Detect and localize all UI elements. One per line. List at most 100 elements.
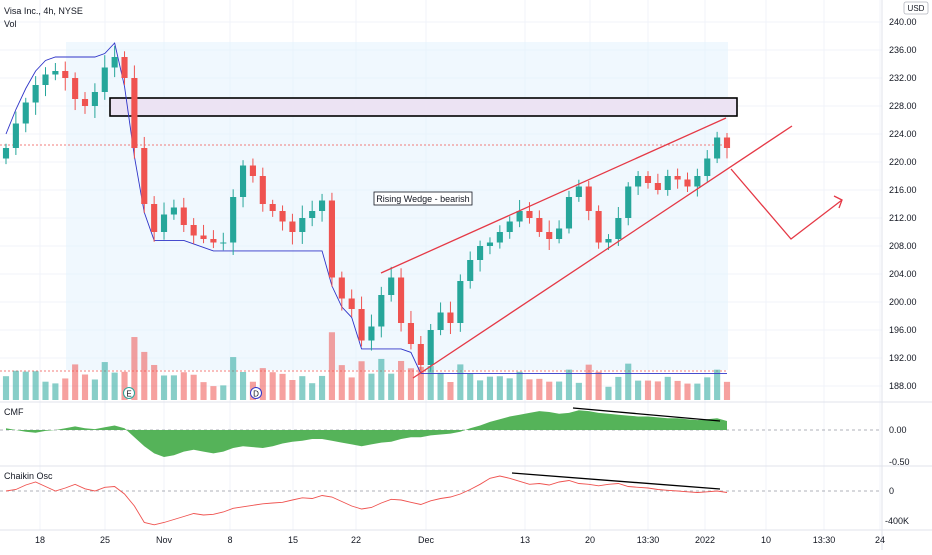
candle-body[interactable] — [269, 204, 276, 211]
candle-body[interactable] — [407, 323, 415, 344]
candle-body[interactable] — [328, 200, 335, 278]
candle-body[interactable] — [506, 221, 513, 233]
cmf-label[interactable]: CMF — [4, 407, 24, 417]
candle-body[interactable] — [546, 232, 553, 239]
price-tick: 212.00 — [889, 213, 917, 223]
price-tick: 204.00 — [889, 269, 917, 279]
candle-body[interactable] — [585, 186, 592, 212]
candle-body[interactable] — [32, 85, 39, 103]
candle-body[interactable] — [477, 246, 484, 260]
earnings-marker[interactable]: E — [123, 387, 135, 399]
candle-body[interactable] — [121, 57, 128, 78]
candle-body[interactable] — [348, 298, 355, 310]
candle-body[interactable] — [427, 330, 434, 365]
candle-body[interactable] — [62, 71, 69, 78]
candle-body[interactable] — [279, 211, 286, 222]
candle-body[interactable] — [101, 67, 108, 93]
wedge-upper-line[interactable] — [380, 117, 727, 274]
candle-body[interactable] — [417, 344, 424, 365]
candle-body[interactable] — [72, 78, 79, 99]
candles[interactable] — [2, 45, 731, 372]
candle-body[interactable] — [664, 176, 671, 190]
projection-path[interactable] — [730, 168, 843, 240]
candle-body[interactable] — [536, 218, 543, 232]
candle-body[interactable] — [625, 186, 632, 219]
candle-body[interactable] — [704, 158, 711, 177]
cmf-divergence-line[interactable] — [572, 407, 721, 422]
candle-body[interactable] — [131, 78, 138, 148]
candle-body[interactable] — [220, 242, 227, 244]
candle-body[interactable] — [496, 232, 503, 243]
candle-body[interactable] — [111, 57, 118, 68]
candle-body[interactable] — [91, 92, 98, 106]
candle-body[interactable] — [615, 218, 622, 239]
candle-body[interactable] — [170, 207, 177, 215]
candle-body[interactable] — [635, 176, 642, 187]
candle-body[interactable] — [160, 214, 168, 233]
candle-body[interactable] — [723, 137, 731, 149]
resistance-zone[interactable] — [109, 97, 738, 117]
candle-body[interactable] — [180, 207, 187, 226]
candle-body[interactable] — [338, 277, 345, 299]
candle-body[interactable] — [457, 281, 464, 323]
pattern-annotation[interactable]: Rising Wedge - bearish — [373, 191, 473, 206]
candle-body[interactable] — [674, 176, 681, 180]
volume-bar — [32, 371, 39, 400]
candle-body[interactable] — [714, 137, 721, 159]
candle-body[interactable] — [378, 295, 385, 327]
time-axis[interactable]: 18 25 Nov 8 15 22 Dec 13 20 13:30 2022 10 13:30 24 — [35, 535, 885, 545]
candle-body[interactable] — [309, 211, 316, 218]
candle-body[interactable] — [259, 176, 266, 204]
chaikin-divergence-line[interactable] — [511, 472, 721, 490]
dividend-marker[interactable]: D — [250, 387, 262, 399]
volume-label[interactable]: Vol — [4, 19, 17, 29]
wedge-lower-line[interactable] — [412, 125, 793, 379]
candle-body[interactable] — [595, 211, 602, 243]
candle-body[interactable] — [12, 123, 19, 149]
dividend-marker-label: D — [253, 390, 259, 399]
candle-body[interactable] — [605, 239, 612, 243]
symbol-title[interactable]: Visa Inc., 4h, NYSE — [4, 6, 83, 16]
candle-body[interactable] — [684, 179, 691, 187]
price-axis[interactable]: 240.00 236.00 232.00 228.00 224.00 220.00 216.… — [889, 17, 917, 391]
candle-body[interactable] — [447, 312, 454, 324]
price-tick: 240.00 — [889, 17, 917, 27]
candle-body[interactable] — [526, 211, 533, 218]
candle-body[interactable] — [190, 225, 197, 236]
candle-body[interactable] — [151, 204, 158, 232]
price-tick: 224.00 — [889, 129, 917, 139]
candle-body[interactable] — [141, 148, 148, 204]
candle-body[interactable] — [565, 197, 573, 229]
candle-body[interactable] — [239, 165, 247, 198]
candle-body[interactable] — [437, 312, 444, 331]
candle-body[interactable] — [42, 74, 49, 86]
candle-body[interactable] — [52, 71, 59, 75]
candle-body[interactable] — [81, 99, 89, 106]
candle-body[interactable] — [398, 277, 405, 324]
candle-body[interactable] — [388, 277, 395, 296]
candle-body[interactable] — [2, 148, 10, 159]
candle-body[interactable] — [299, 218, 306, 232]
candle-body[interactable] — [22, 102, 29, 124]
volume-bar — [151, 364, 158, 400]
candle-body[interactable] — [289, 221, 296, 233]
candle-body[interactable] — [516, 211, 523, 222]
candle-body[interactable] — [654, 183, 661, 190]
candle-body[interactable] — [644, 176, 652, 183]
candle-body[interactable] — [358, 309, 365, 341]
candle-body[interactable] — [230, 197, 237, 243]
candle-body[interactable] — [249, 165, 256, 177]
trend-lines[interactable] — [380, 117, 843, 379]
candle-body[interactable] — [556, 228, 563, 240]
candle-body[interactable] — [318, 200, 326, 212]
candle-body[interactable] — [368, 326, 375, 341]
candle-body[interactable] — [210, 239, 217, 243]
candle-body[interactable] — [200, 235, 207, 240]
chaikin-label[interactable]: Chaikin Osc — [4, 471, 53, 481]
currency-badge[interactable]: USD — [903, 1, 929, 15]
candle-body[interactable] — [467, 260, 474, 281]
candle-body[interactable] — [486, 242, 494, 247]
candle-body[interactable] — [575, 186, 582, 198]
candle-body[interactable] — [694, 176, 701, 187]
